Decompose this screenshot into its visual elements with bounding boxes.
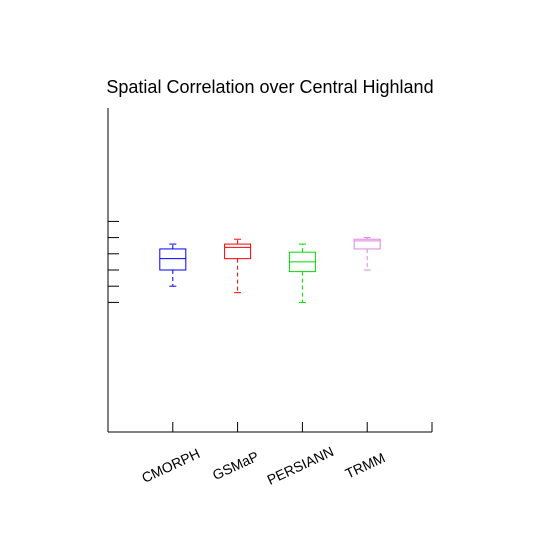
x-tick-label: GSMaP	[210, 448, 261, 483]
x-tick-label: CMORPH	[139, 445, 202, 486]
x-tick-label: TRMM	[343, 449, 388, 481]
box-persiann	[288, 243, 316, 303]
box-cmorph	[159, 243, 187, 287]
box-gsmap	[224, 238, 252, 294]
box-iqr	[353, 238, 381, 250]
box-trmm	[353, 237, 381, 271]
x-tick-label: PERSIANN	[264, 443, 336, 488]
axes: CMORPH GSMaP PERSIANN TRMM	[107, 108, 433, 488]
box-iqr	[224, 243, 252, 260]
box-series	[159, 237, 381, 303]
box-iqr	[159, 248, 187, 271]
chart-title: Spatial Correlation over Central Highlan…	[106, 77, 433, 97]
